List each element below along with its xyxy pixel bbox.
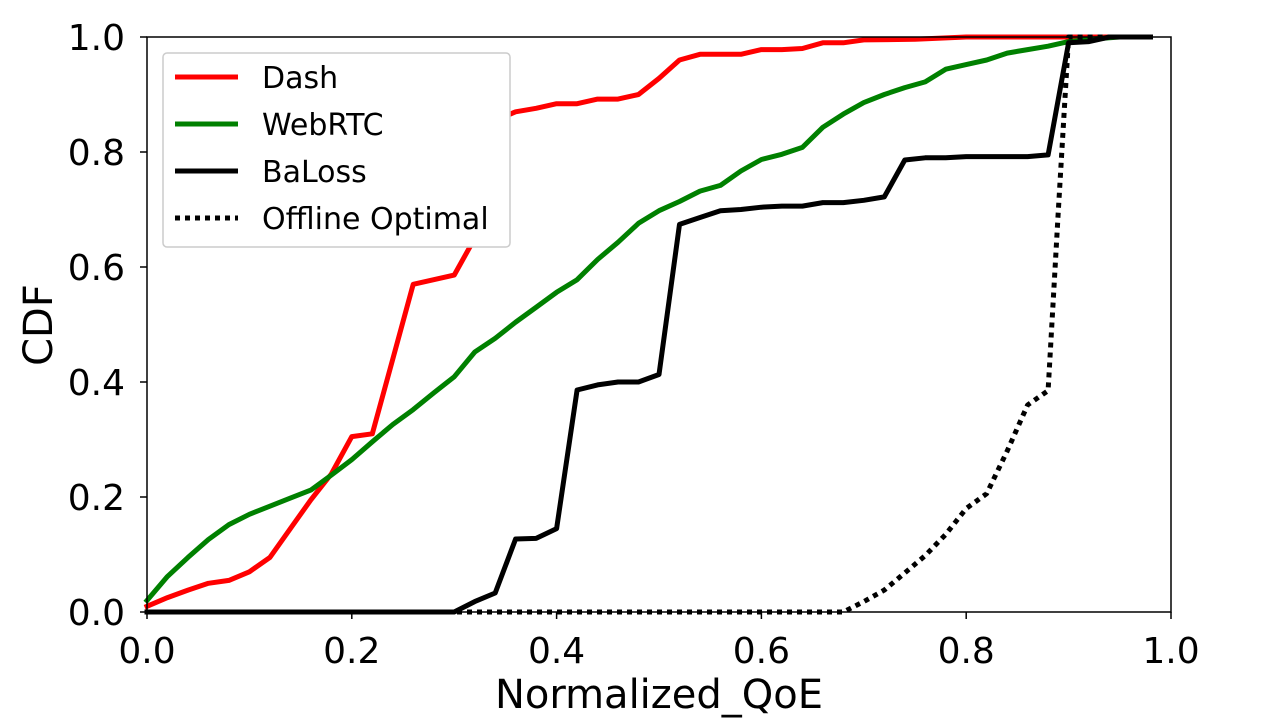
y-tick-label: 0.6 — [68, 248, 125, 289]
y-tick-label: 0.0 — [68, 593, 125, 634]
legend-box — [162, 52, 511, 248]
legend: Dash WebRTC BaLoss Offline Optimal — [162, 52, 511, 248]
axis-ticks: 0.0 0.2 0.4 0.6 0.8 1.0 0.0 0.2 0.4 0.6 0.8 1.0 — [68, 18, 1200, 672]
x-tick-label: 0.6 — [733, 631, 790, 672]
x-axis-title: Normalized_QoE — [495, 672, 823, 718]
legend-entries: Dash WebRTC BaLoss Offline Optimal — [175, 61, 489, 237]
y-tick-label: 1.0 — [68, 18, 125, 59]
x-tick-label: 0.0 — [118, 631, 175, 672]
series-line-dash — [143, 34, 1153, 610]
x-tick-label: 0.4 — [528, 631, 585, 672]
y-tick-label: 0.4 — [68, 363, 125, 404]
x-tick-label: 1.0 — [1142, 631, 1199, 672]
y-tick-label: 0.2 — [68, 478, 125, 519]
x-tick-label: 0.2 — [323, 631, 380, 672]
legend-label-webrtc: WebRTC — [262, 108, 384, 143]
series-line-baloss — [144, 34, 1153, 615]
y-axis-title: CDF — [16, 284, 62, 366]
series-layer — [143, 34, 1153, 615]
plot-frame — [146, 36, 1172, 613]
series-line-webrtc — [143, 34, 1153, 605]
legend-label-baloss: BaLoss — [262, 155, 367, 190]
y-tick-label: 0.8 — [68, 133, 125, 174]
legend-label-offline-optimal: Offline Optimal — [262, 202, 489, 237]
legend-label-dash: Dash — [262, 61, 338, 96]
x-tick-label: 0.8 — [938, 631, 995, 672]
